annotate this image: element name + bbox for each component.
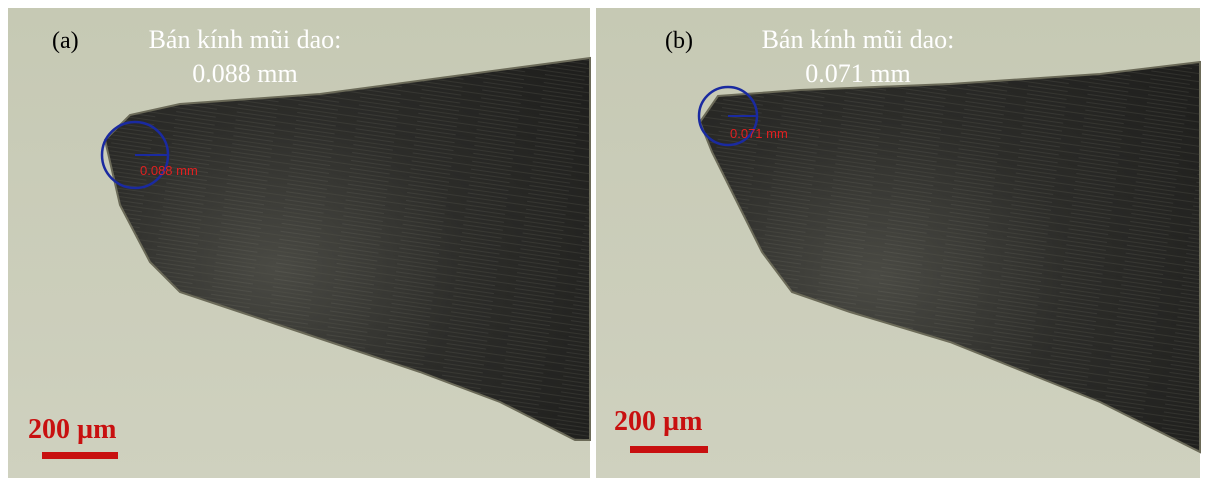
scale-bar: [630, 446, 708, 453]
figure: 0.088 mm (a) Bán kính mũi dao: 0.088 mm …: [0, 0, 1206, 486]
caption: Bán kính mũi dao:: [149, 25, 342, 54]
caption: Bán kính mũi dao:: [762, 25, 955, 54]
panel-a: 0.088 mm (a) Bán kính mũi dao: 0.088 mm …: [8, 8, 590, 478]
panel-label: (a): [52, 28, 79, 54]
panel-label: (b): [665, 28, 693, 54]
panel-b: 0.071 mm (b) Bán kính mũi dao: 0.071 mm …: [596, 8, 1200, 478]
measurement: 0.071 mm: [730, 126, 788, 141]
measurement: 0.088 mm: [140, 163, 198, 178]
caption: 0.071 mm: [805, 59, 910, 88]
scale-bar-label: 200 µm: [614, 406, 702, 437]
scale-bar-label: 200 µm: [28, 414, 116, 445]
scale-bar: [42, 452, 118, 459]
caption: 0.088 mm: [192, 59, 297, 88]
